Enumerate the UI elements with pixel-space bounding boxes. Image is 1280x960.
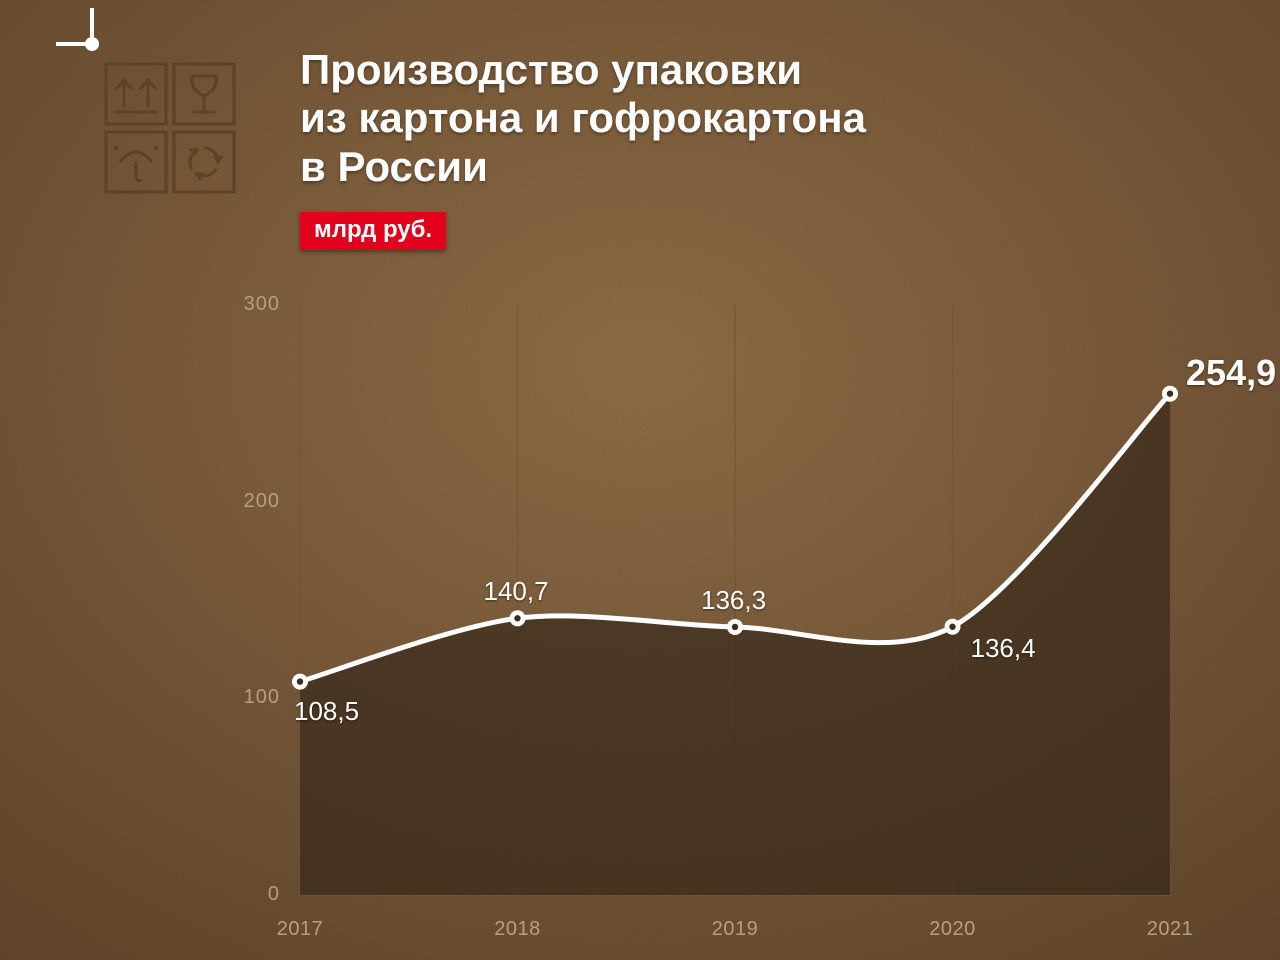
value-label: 108,5 — [294, 696, 359, 727]
value-label: 136,4 — [971, 633, 1036, 664]
area-line-chart — [0, 0, 1280, 960]
value-label: 140,7 — [484, 576, 549, 607]
x-tick-label: 2021 — [1130, 918, 1210, 941]
x-tick-label: 2018 — [478, 918, 558, 941]
value-label: 136,3 — [701, 585, 766, 616]
x-tick-label: 2017 — [260, 918, 340, 941]
infographic-stage: Производство упаковки из картона и гофро… — [0, 0, 1280, 960]
x-tick-label: 2019 — [695, 918, 775, 941]
value-label-final: 254,9 — [1186, 352, 1276, 394]
x-tick-label: 2020 — [913, 918, 993, 941]
y-tick-label: 0 — [228, 883, 280, 906]
y-tick-label: 100 — [228, 686, 280, 709]
y-tick-label: 300 — [228, 293, 280, 316]
y-tick-label: 200 — [228, 490, 280, 513]
